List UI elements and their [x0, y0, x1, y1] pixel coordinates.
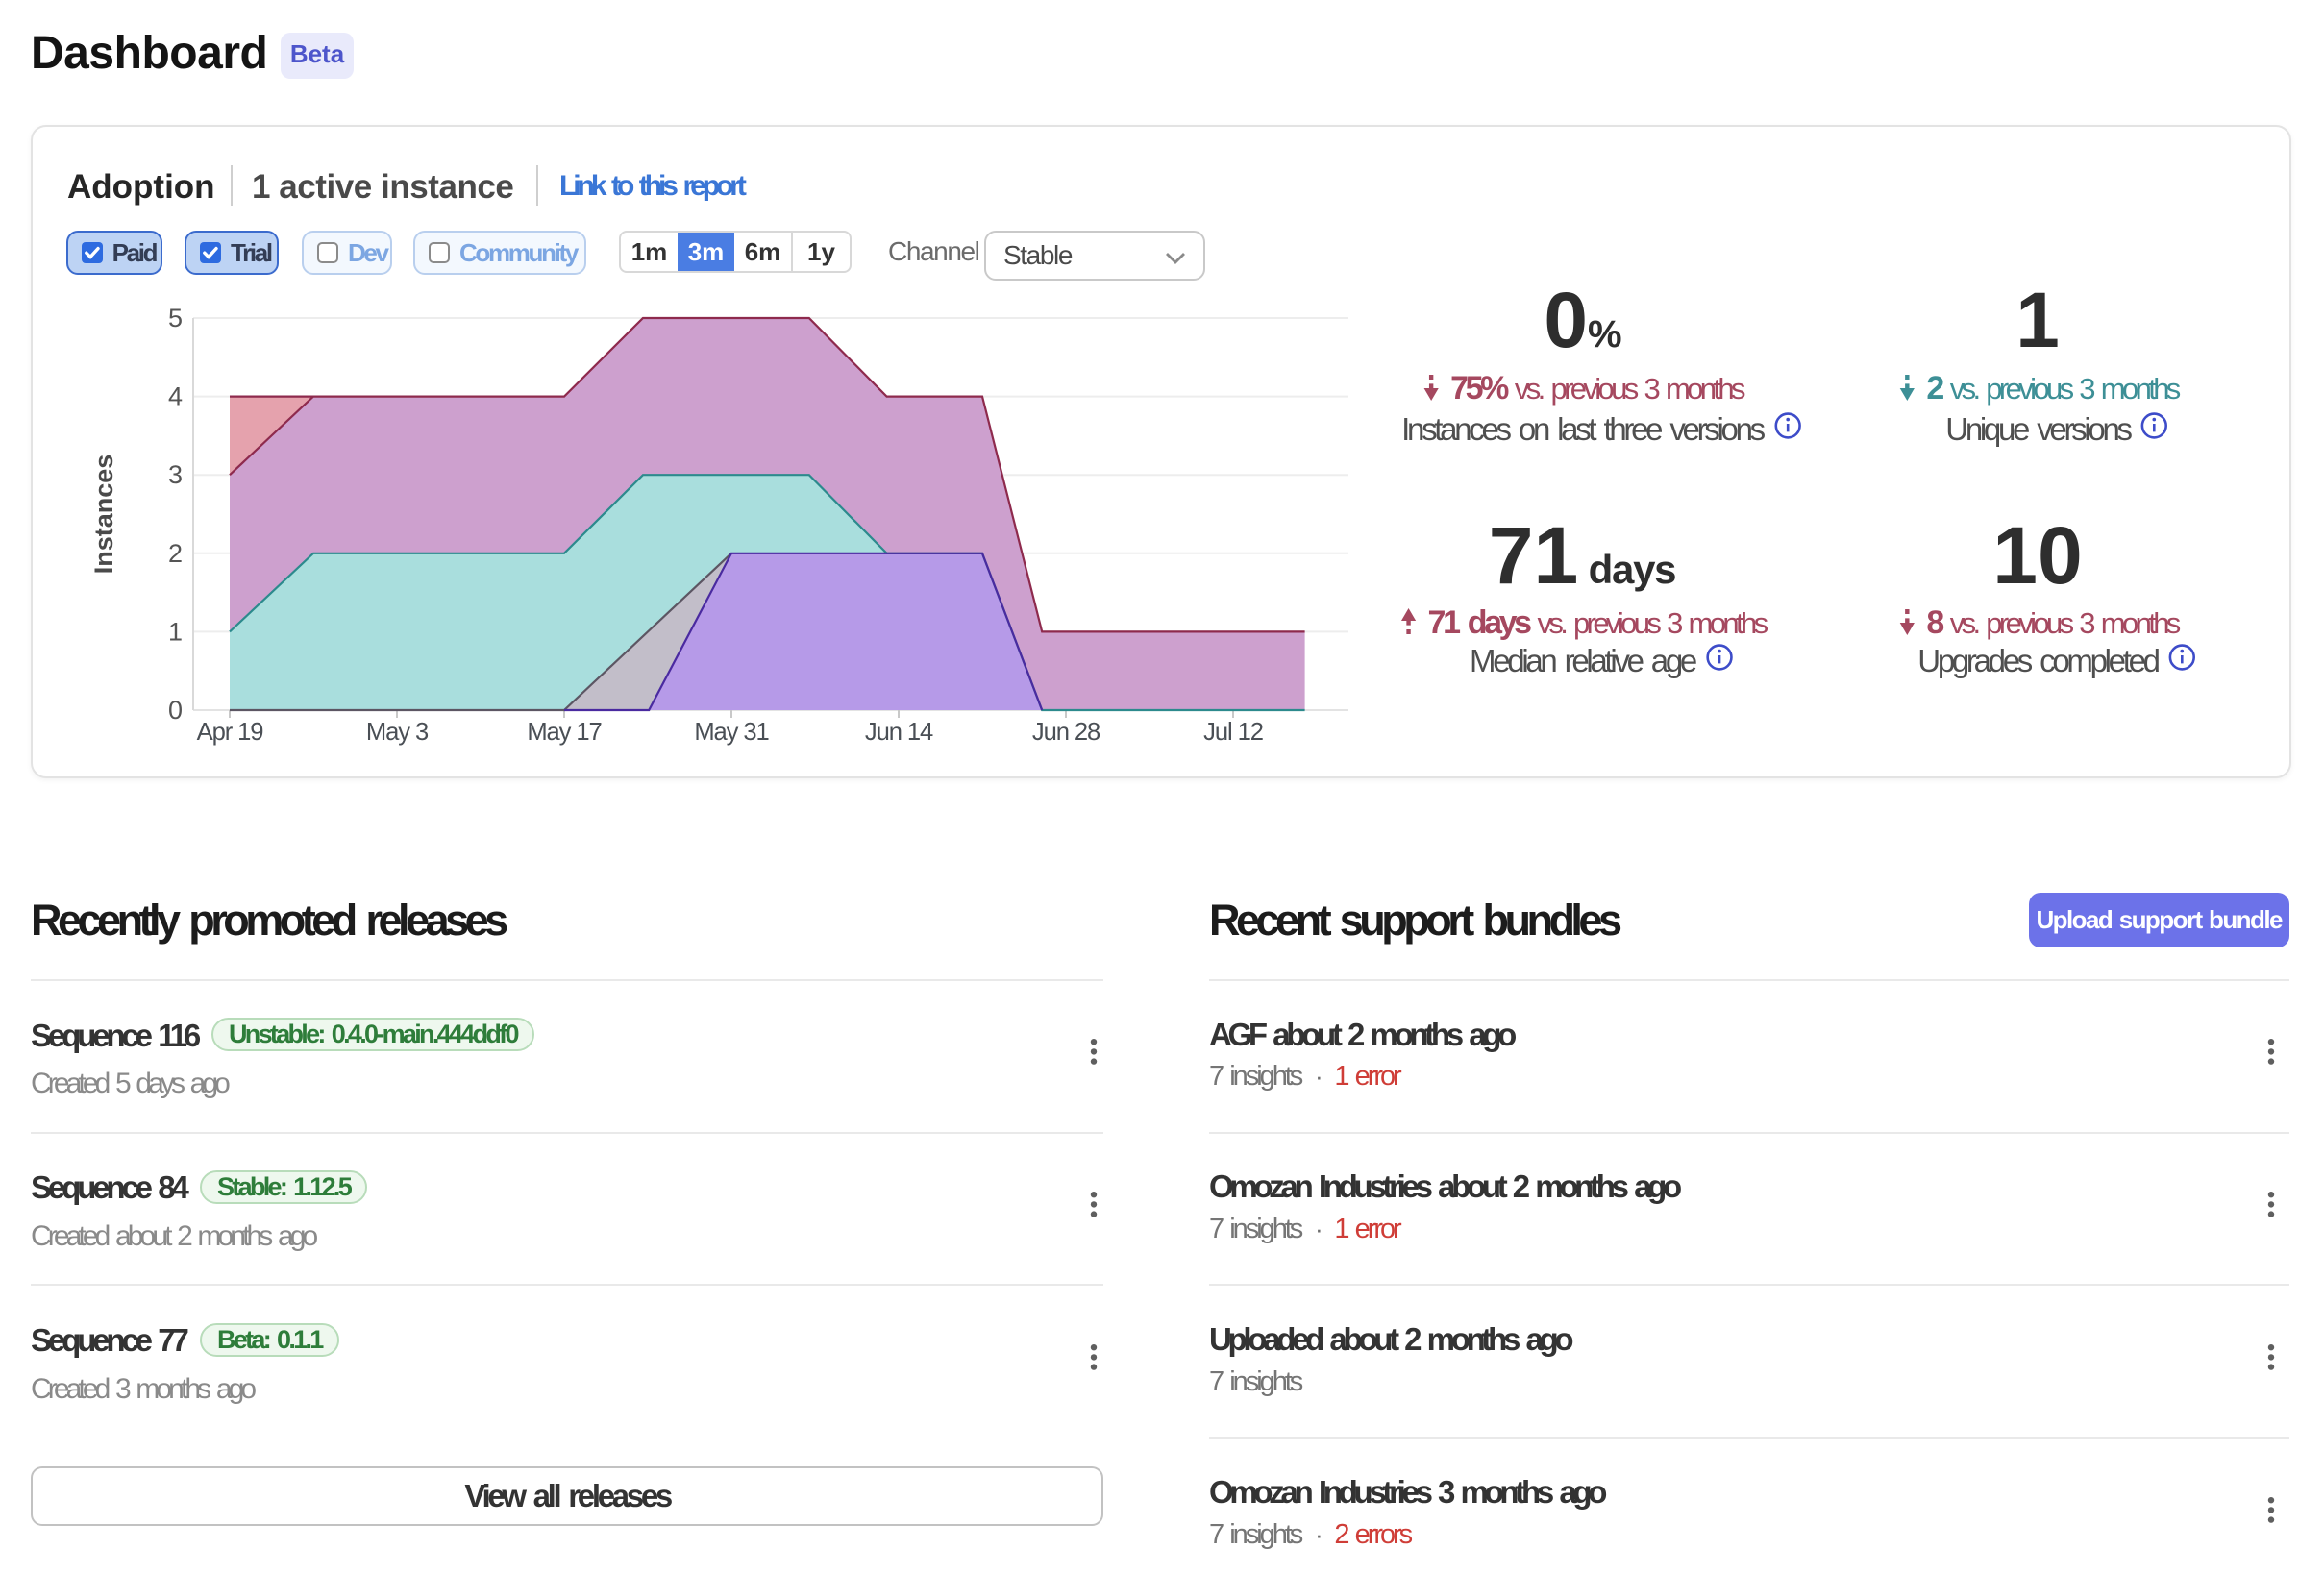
svg-text:0: 0 [168, 696, 183, 725]
svg-text:2: 2 [168, 539, 183, 568]
svg-text:3: 3 [168, 460, 183, 489]
svg-text:Apr 19: Apr 19 [197, 719, 264, 746]
svg-text:Instances: Instances [89, 455, 118, 575]
svg-text:May 31: May 31 [694, 719, 768, 746]
svg-text:1: 1 [168, 617, 183, 646]
svg-text:Jun 14: Jun 14 [865, 719, 933, 746]
svg-text:5: 5 [168, 304, 183, 332]
svg-text:Jul 12: Jul 12 [1203, 719, 1263, 746]
svg-text:4: 4 [168, 382, 183, 411]
svg-text:May 17: May 17 [527, 719, 601, 746]
svg-text:May 3: May 3 [366, 719, 429, 746]
svg-text:Jun 28: Jun 28 [1032, 719, 1100, 746]
